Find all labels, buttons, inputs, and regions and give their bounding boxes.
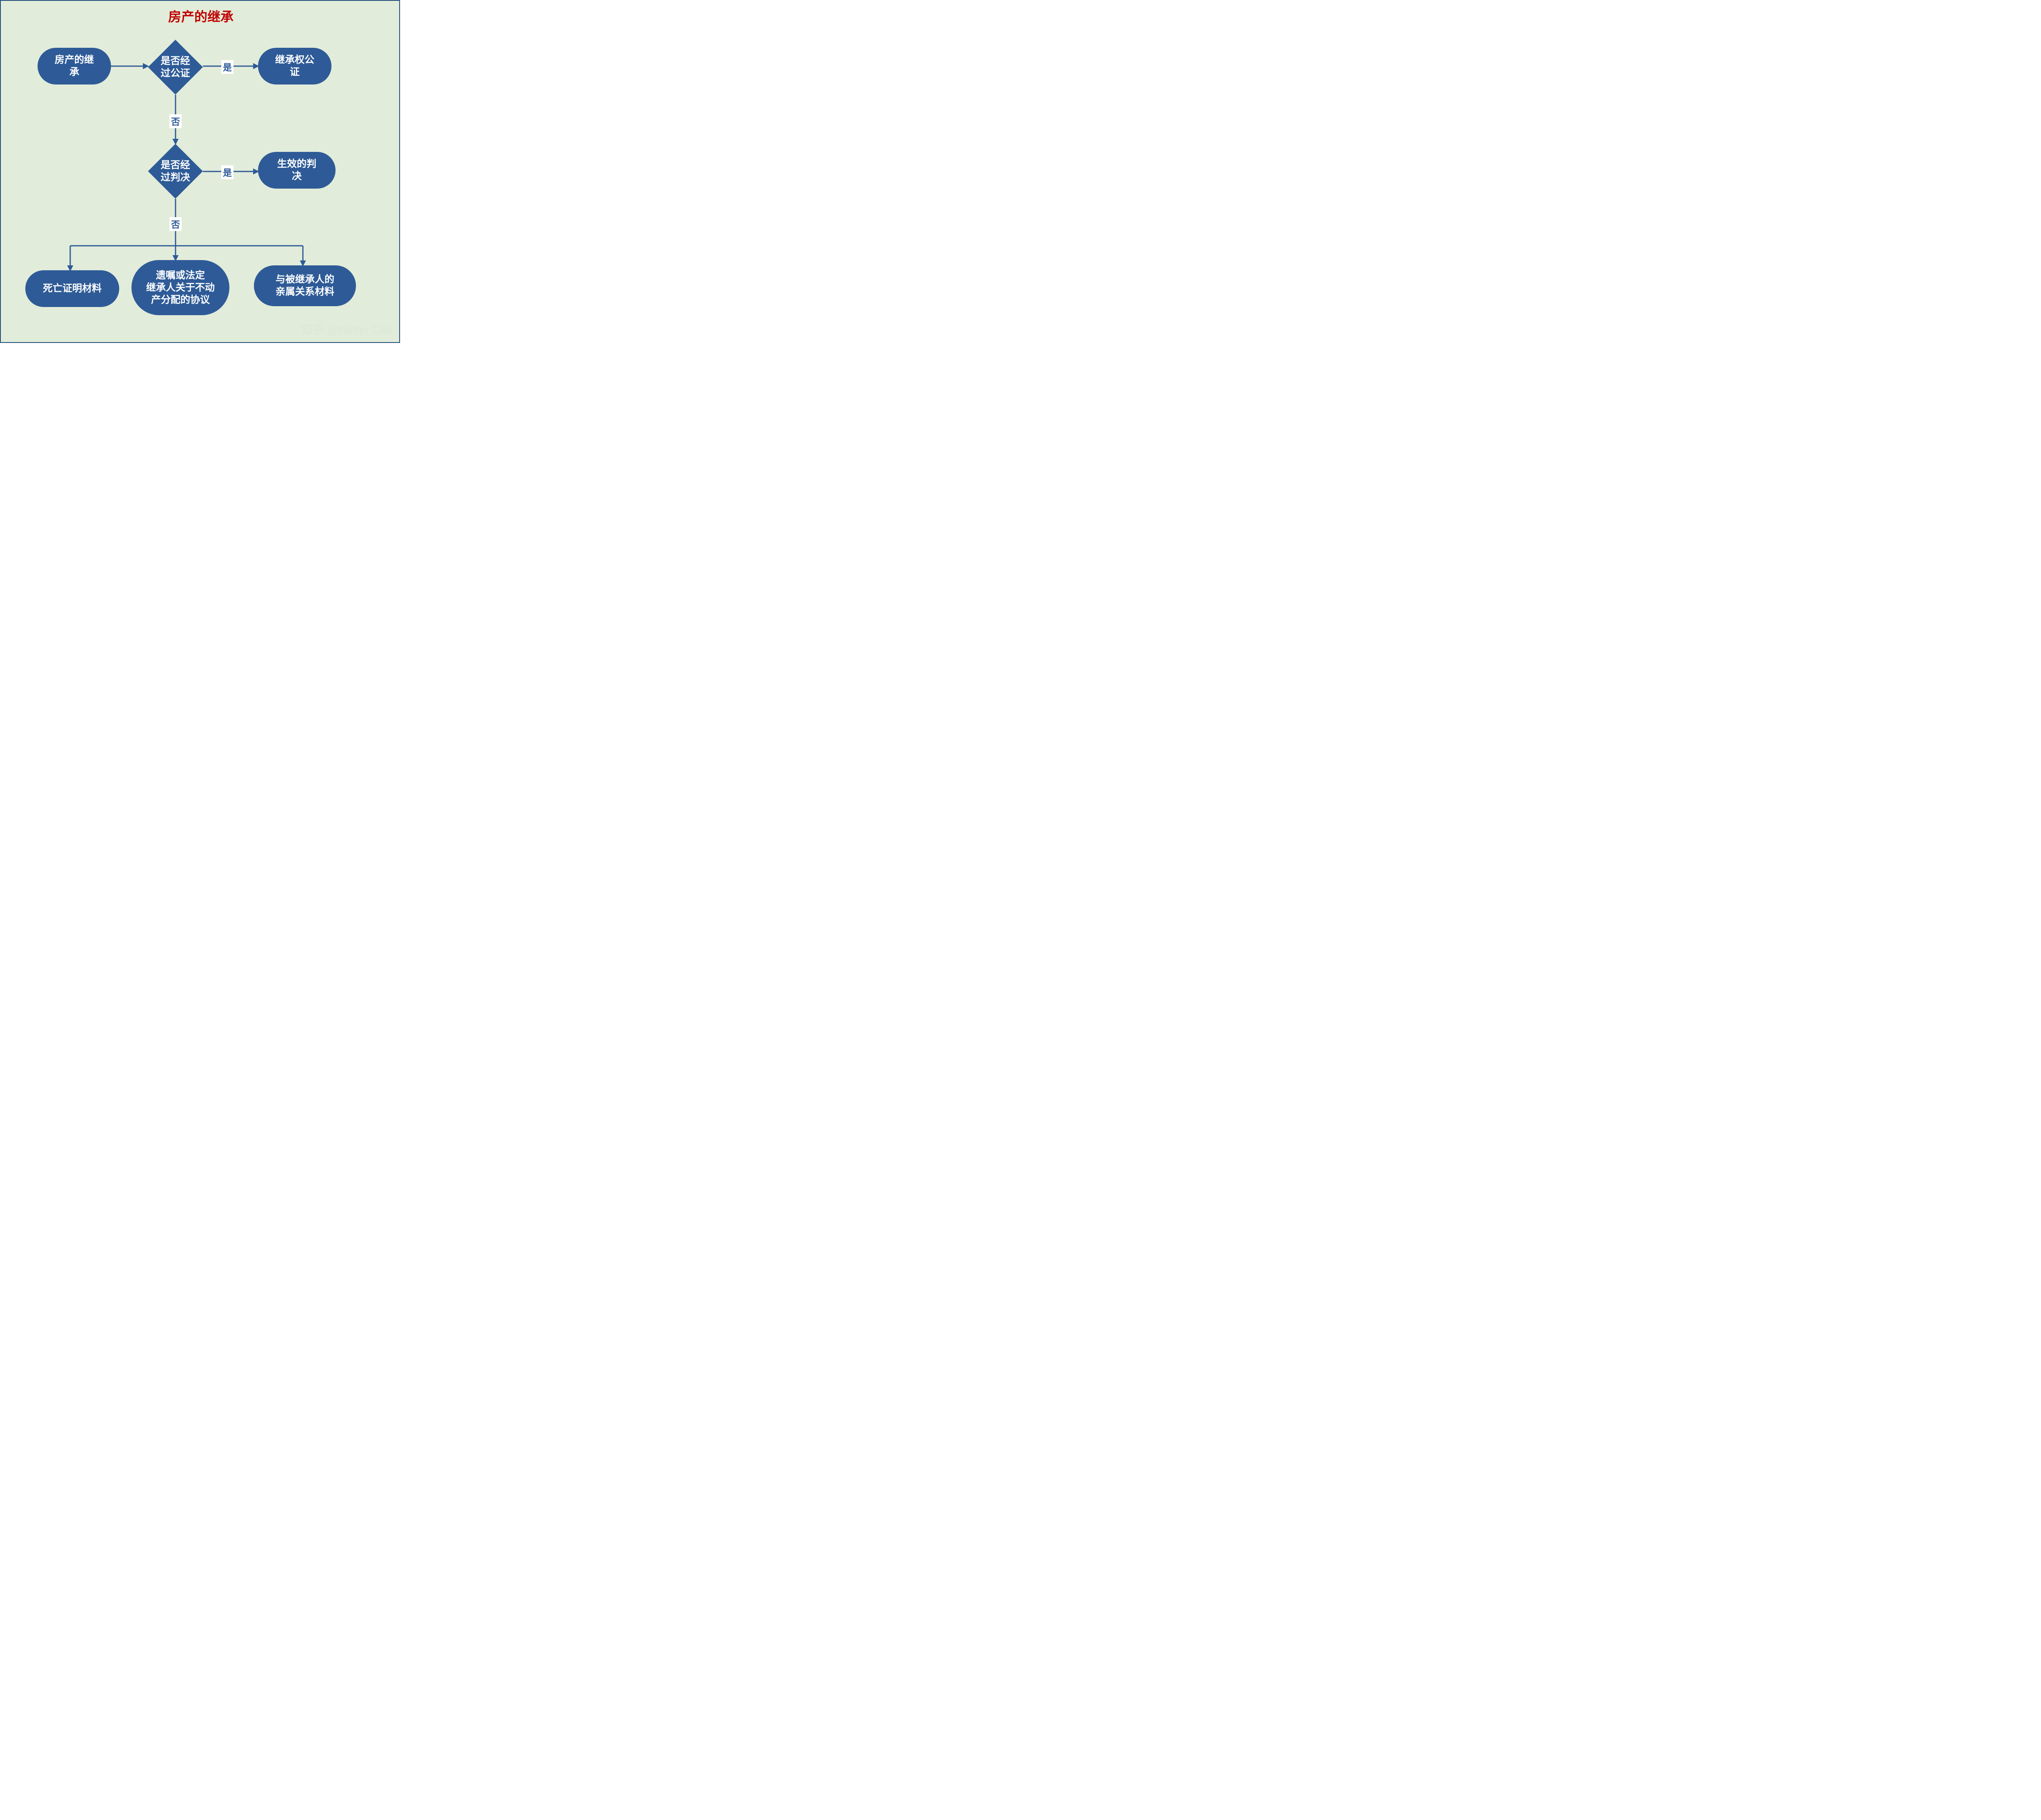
edge-label-2: 否 [169, 114, 182, 128]
node-r_b2: 遗嘱或法定继承人关于不动产分配的协议 [131, 260, 229, 315]
node-d2: 是否经过判决 [148, 144, 203, 199]
node-r_b1: 死亡证明材料 [25, 270, 119, 307]
edge-label-1: 是 [221, 60, 233, 74]
diagram-title: 房产的继承 [1, 7, 401, 25]
node-r_yes1: 继承权公证 [258, 48, 331, 85]
node-r_yes2: 生效的判决 [258, 152, 336, 189]
edge-label-3: 是 [221, 165, 233, 179]
node-start: 房产的继承 [38, 48, 111, 85]
node-r_b3: 与被继承人的亲属关系材料 [254, 265, 356, 306]
flowchart-canvas: 房产的继承 房产的继承是否经过公证继承权公证是否经过判决生效的判决死亡证明材料遗… [0, 0, 400, 343]
node-d1: 是否经过公证 [148, 40, 203, 95]
watermark: 知乎 @Better Call [301, 321, 392, 337]
edge-label-4: 否 [169, 217, 182, 231]
